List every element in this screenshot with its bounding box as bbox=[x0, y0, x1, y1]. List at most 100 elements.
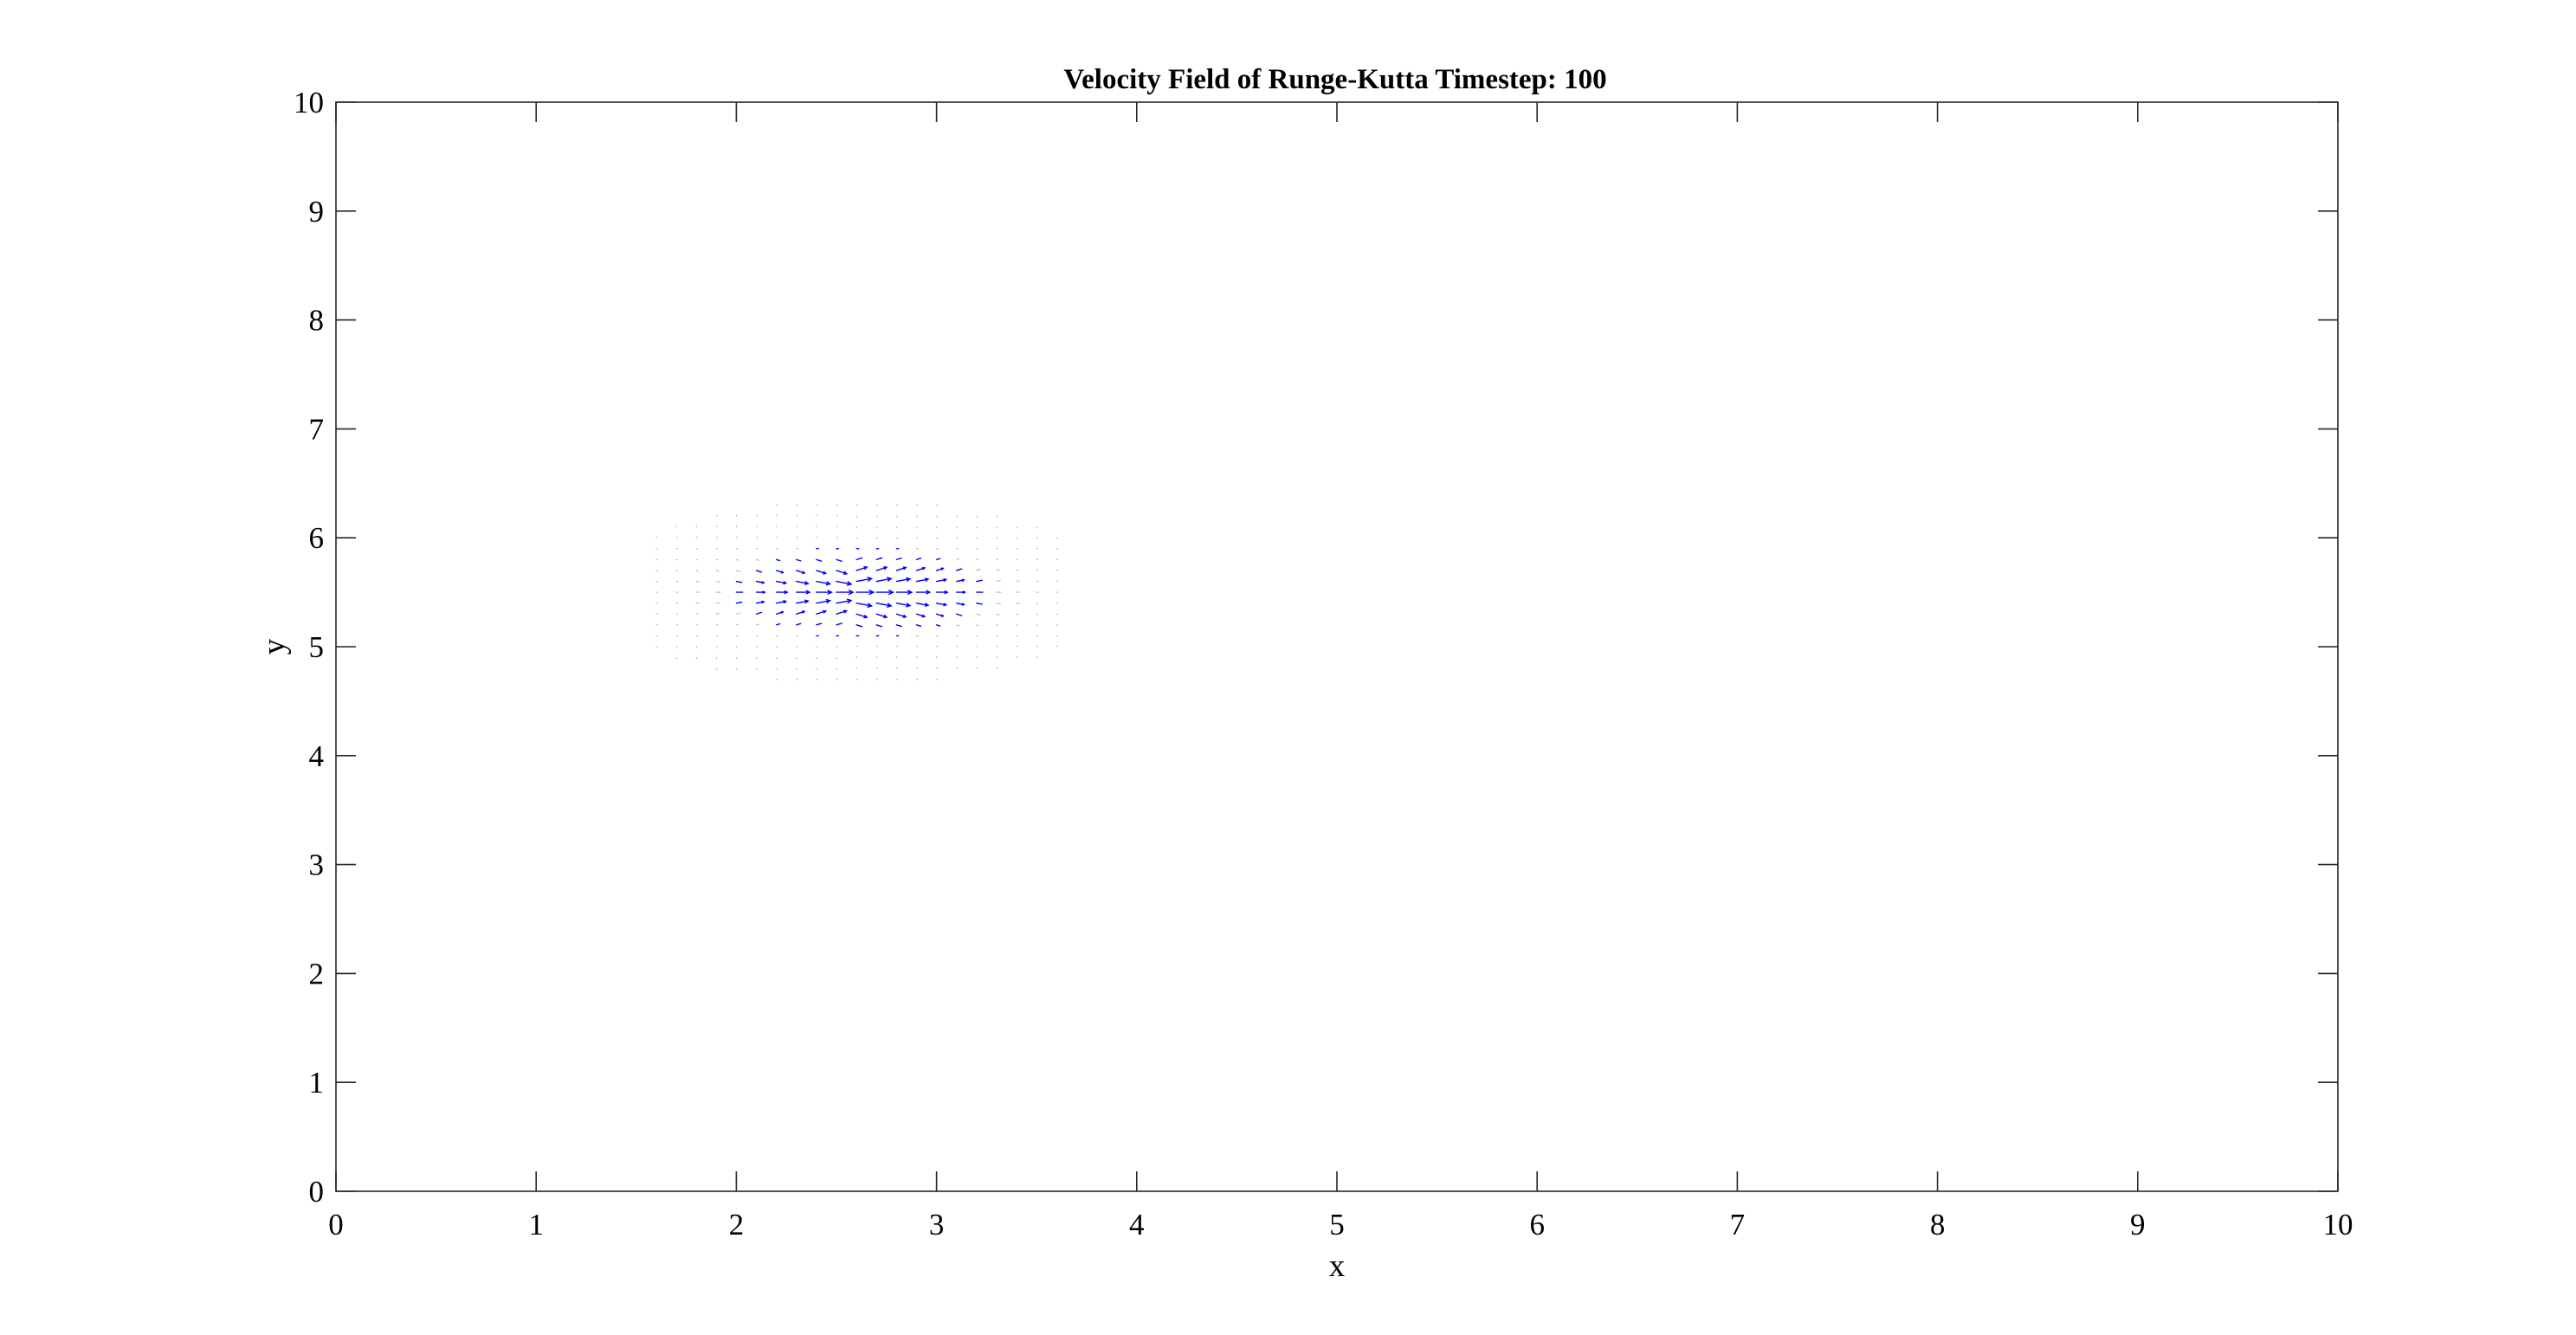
velocity-arrow bbox=[715, 657, 718, 660]
velocity-arrow bbox=[715, 612, 720, 615]
velocity-arrow bbox=[816, 590, 833, 596]
y-tick-label: 3 bbox=[309, 848, 325, 882]
velocity-arrow bbox=[915, 645, 919, 648]
velocity-arrow bbox=[695, 646, 698, 648]
velocity-arrow bbox=[796, 590, 811, 595]
velocity-arrow bbox=[875, 537, 878, 539]
velocity-arrow bbox=[836, 598, 853, 604]
velocity-arrow bbox=[855, 645, 858, 648]
velocity-arrow bbox=[956, 526, 958, 529]
velocity-arrow bbox=[915, 655, 918, 659]
velocity-arrow bbox=[875, 645, 878, 648]
velocity-arrow bbox=[855, 655, 858, 659]
velocity-arrow bbox=[775, 580, 788, 585]
velocity-arrow bbox=[755, 623, 760, 626]
velocity-arrow bbox=[996, 569, 1000, 571]
velocity-arrow bbox=[935, 624, 941, 627]
velocity-arrow bbox=[936, 526, 938, 529]
velocity-arrow bbox=[855, 613, 868, 619]
y-axis: 0 1 2 3 4 5 6 7 8 9 10 bbox=[294, 86, 2338, 1209]
velocity-arrow bbox=[935, 567, 945, 571]
velocity-arrow bbox=[675, 657, 678, 660]
velocity-arrow bbox=[1036, 645, 1038, 648]
x-axis-label: x bbox=[1329, 1248, 1346, 1284]
velocity-arrow bbox=[836, 514, 838, 517]
velocity-arrow bbox=[816, 598, 831, 604]
velocity-arrow bbox=[976, 526, 978, 529]
velocity-arrow bbox=[875, 602, 893, 608]
velocity-arrow bbox=[1056, 537, 1058, 539]
velocity-arrow bbox=[875, 526, 878, 529]
velocity-arrow bbox=[956, 645, 959, 648]
y-tick-label: 1 bbox=[309, 1066, 325, 1100]
velocity-arrow bbox=[976, 655, 978, 659]
velocity-arrow bbox=[796, 610, 806, 615]
velocity-arrow bbox=[1036, 537, 1038, 539]
velocity-arrow bbox=[915, 515, 918, 518]
y-tick-label: 4 bbox=[309, 739, 325, 773]
velocity-arrow bbox=[796, 570, 806, 575]
x-tick-label: 9 bbox=[2130, 1208, 2146, 1241]
velocity-arrow bbox=[755, 657, 758, 660]
vector-field bbox=[655, 504, 1059, 680]
velocity-arrow bbox=[755, 600, 765, 604]
velocity-arrow bbox=[1016, 613, 1019, 616]
velocity-arrow bbox=[935, 590, 949, 595]
x-tick-label: 6 bbox=[1529, 1208, 1545, 1241]
velocity-arrow bbox=[836, 668, 838, 670]
y-tick-label: 2 bbox=[309, 957, 325, 990]
velocity-arrow bbox=[776, 657, 778, 660]
velocity-arrow bbox=[776, 646, 778, 648]
velocity-arrow bbox=[915, 558, 922, 561]
x-tick-label: 7 bbox=[1730, 1208, 1746, 1241]
velocity-arrow bbox=[836, 580, 853, 586]
velocity-arrow bbox=[1056, 645, 1058, 648]
velocity-arrow bbox=[956, 568, 963, 571]
x-tick-label: 4 bbox=[1129, 1208, 1145, 1241]
velocity-arrow bbox=[875, 613, 888, 619]
y-tick-label: 8 bbox=[309, 304, 325, 338]
velocity-arrow bbox=[915, 537, 919, 539]
velocity-arrow bbox=[895, 602, 912, 608]
velocity-arrow bbox=[755, 646, 759, 648]
x-tick-label: 5 bbox=[1329, 1208, 1345, 1241]
velocity-arrow bbox=[936, 645, 939, 648]
velocity-arrow bbox=[655, 646, 658, 648]
velocity-arrow bbox=[895, 613, 907, 618]
velocity-arrow bbox=[735, 623, 739, 626]
x-tick-label: 3 bbox=[929, 1208, 945, 1241]
velocity-arrow bbox=[776, 514, 778, 517]
velocity-arrow bbox=[836, 570, 849, 575]
x-tick-label: 8 bbox=[1930, 1208, 1946, 1241]
velocity-arrow bbox=[935, 577, 948, 583]
velocity-arrow bbox=[855, 557, 863, 561]
velocity-arrow bbox=[895, 590, 914, 596]
velocity-arrow bbox=[976, 624, 979, 627]
velocity-arrow bbox=[895, 645, 898, 648]
velocity-arrow bbox=[796, 558, 802, 562]
velocity-arrow bbox=[816, 580, 831, 586]
velocity-arrow bbox=[816, 622, 823, 626]
velocity-arrow bbox=[915, 613, 926, 618]
velocity-arrow bbox=[715, 580, 721, 583]
velocity-arrow bbox=[796, 622, 802, 626]
velocity-arrow bbox=[976, 613, 981, 616]
velocity-arrow bbox=[976, 537, 978, 539]
velocity-arrow bbox=[1016, 569, 1019, 571]
y-tick-label: 5 bbox=[309, 630, 325, 664]
velocity-arrow bbox=[895, 537, 898, 539]
velocity-arrow bbox=[816, 609, 828, 615]
velocity-arrow bbox=[936, 537, 939, 539]
velocity-arrow bbox=[836, 609, 849, 615]
velocity-arrow bbox=[715, 514, 718, 517]
velocity-arrow bbox=[936, 655, 938, 659]
velocity-arrow bbox=[915, 577, 930, 583]
velocity-arrow bbox=[755, 570, 763, 573]
velocity-arrow bbox=[956, 624, 960, 627]
velocity-arrow bbox=[855, 624, 863, 628]
velocity-arrow bbox=[915, 590, 932, 595]
velocity-arrow bbox=[956, 613, 963, 616]
velocity-arrow bbox=[695, 613, 699, 615]
velocity-arrow bbox=[735, 514, 738, 517]
